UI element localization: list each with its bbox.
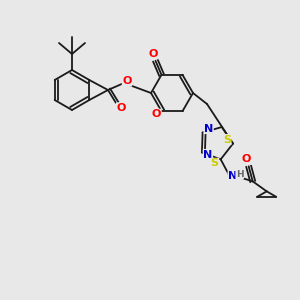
- Text: O: O: [242, 154, 251, 164]
- Text: N: N: [204, 124, 213, 134]
- Text: O: O: [116, 103, 126, 113]
- Text: N: N: [228, 171, 237, 181]
- Text: S: S: [223, 135, 231, 145]
- Text: S: S: [211, 158, 219, 168]
- Text: H: H: [236, 170, 244, 179]
- Text: N: N: [203, 149, 212, 160]
- Text: O: O: [122, 76, 132, 86]
- Text: O: O: [152, 109, 161, 119]
- Text: O: O: [149, 49, 158, 59]
